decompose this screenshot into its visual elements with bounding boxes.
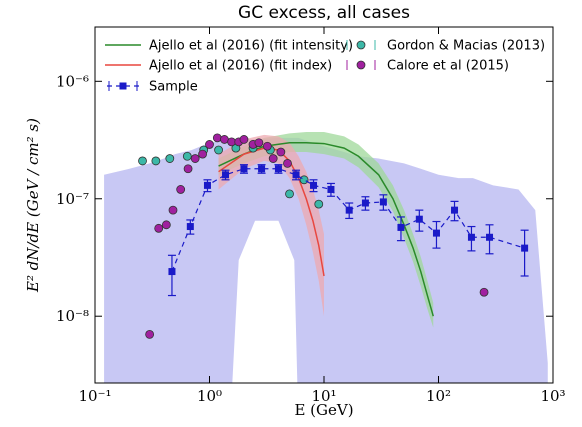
y-tick-label: 10⁻⁸ <box>56 307 89 325</box>
point <box>276 147 286 157</box>
legend-label: Gordon & Macias (2013) <box>387 39 545 54</box>
band <box>218 132 434 328</box>
point <box>299 175 309 185</box>
point <box>274 165 282 173</box>
point <box>283 159 292 168</box>
point <box>165 154 175 163</box>
point <box>285 189 294 199</box>
point <box>432 229 440 237</box>
point <box>258 165 266 173</box>
x-tick-label: 10⁻¹ <box>78 387 111 405</box>
legend-swatch <box>119 82 127 90</box>
plot-area <box>104 132 548 383</box>
point <box>379 198 387 206</box>
x-tick-label: 10⁰ <box>197 387 222 405</box>
point <box>345 206 353 214</box>
point <box>168 268 176 276</box>
chart-title: GC excess, all cases <box>238 3 410 23</box>
legend-label: Ajello et al (2016) (fit index) <box>149 59 332 74</box>
point <box>314 199 324 209</box>
point <box>176 185 186 194</box>
point <box>138 156 147 166</box>
axes: 10⁻¹ 10⁰ 10¹ 10² 10³ 10⁻⁸ 10⁻⁷ 10⁻⁶ <box>56 26 566 405</box>
point <box>203 181 211 189</box>
point <box>205 140 214 149</box>
point <box>521 244 529 252</box>
point <box>486 233 494 241</box>
point <box>182 151 192 161</box>
point <box>222 171 230 179</box>
point <box>239 135 249 144</box>
point <box>254 138 264 148</box>
point <box>183 164 193 174</box>
x-tick-label: 10¹ <box>311 387 336 405</box>
x-tick-label: 10³ <box>540 387 565 405</box>
point <box>168 205 178 215</box>
point <box>161 220 171 230</box>
y-tick-label: 10⁻⁷ <box>56 190 89 208</box>
point <box>397 223 405 231</box>
point <box>154 223 164 233</box>
line <box>218 141 434 317</box>
y-axis-label: E² dN/dE (GeV / cm² s) <box>24 118 42 293</box>
point <box>214 145 223 155</box>
legend-swatch <box>356 40 366 50</box>
legend-swatch <box>356 60 366 70</box>
legend-label: Sample <box>149 80 198 95</box>
legend: Ajello et al (2016) (fit intensity) Ajell… <box>105 39 545 95</box>
band <box>104 137 548 383</box>
x-axis-label: E (GeV) <box>294 401 353 419</box>
point <box>151 156 161 166</box>
point <box>145 330 155 339</box>
point <box>415 215 423 223</box>
point <box>451 206 459 214</box>
y-tick-label: 10⁻⁶ <box>56 72 89 90</box>
point <box>220 135 229 144</box>
point <box>268 154 278 163</box>
point <box>479 287 489 297</box>
legend-label: Ajello et al (2016) (fit intensity) <box>149 39 353 54</box>
point <box>190 154 200 163</box>
point <box>262 141 272 151</box>
point <box>292 171 300 179</box>
point <box>186 223 194 231</box>
point <box>198 149 207 159</box>
x-tick-label: 10² <box>426 387 451 405</box>
point <box>240 165 248 173</box>
point <box>212 133 222 143</box>
point <box>310 181 318 189</box>
legend-label: Calore et al (2015) <box>387 59 509 74</box>
point <box>361 199 369 207</box>
point <box>467 233 475 241</box>
point <box>327 185 335 193</box>
